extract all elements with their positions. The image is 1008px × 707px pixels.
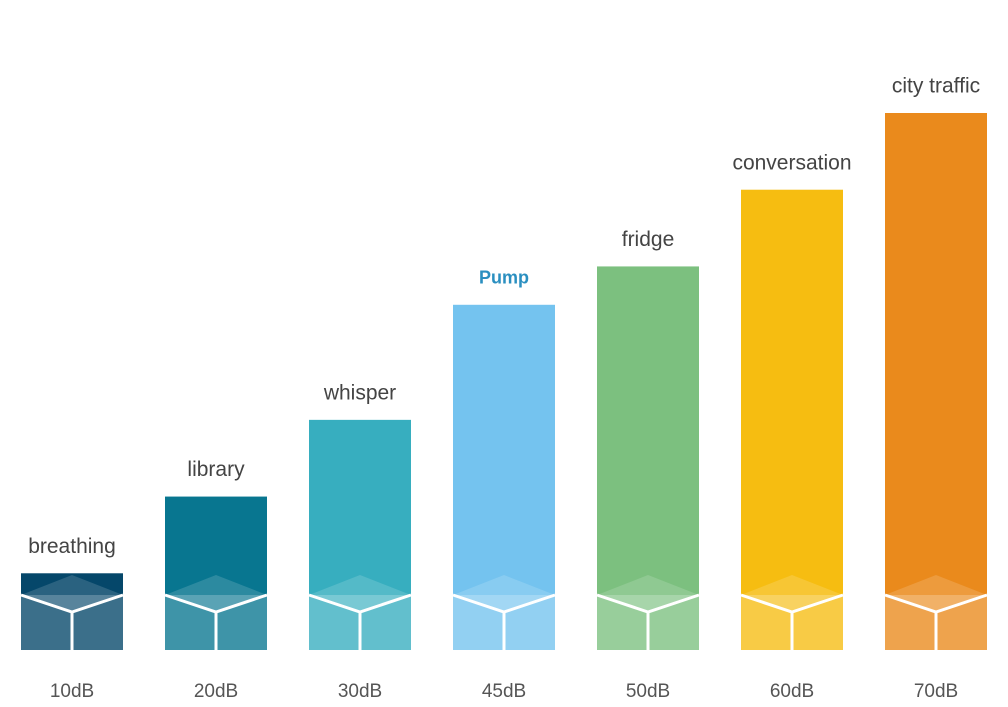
x-tick-label: 60dB <box>770 681 814 702</box>
bar-label: library <box>187 458 245 481</box>
x-tick-label: 45dB <box>482 681 526 702</box>
bar-label: conversation <box>732 151 851 174</box>
x-tick-label: 10dB <box>50 681 94 702</box>
bar-label: city traffic <box>892 75 980 98</box>
x-tick-label: 30dB <box>338 681 382 702</box>
bar-label: fridge <box>622 228 675 251</box>
bar <box>885 113 987 650</box>
bar-label: breathing <box>28 535 116 558</box>
x-tick-label: 50dB <box>626 681 670 702</box>
x-tick-label: 20dB <box>194 681 238 702</box>
x-tick-label: 70dB <box>914 681 958 702</box>
bar-label: Pump <box>479 268 529 288</box>
bar <box>741 189 843 650</box>
bar-label: whisper <box>323 381 396 404</box>
bar <box>597 266 699 650</box>
bar <box>453 304 555 650</box>
